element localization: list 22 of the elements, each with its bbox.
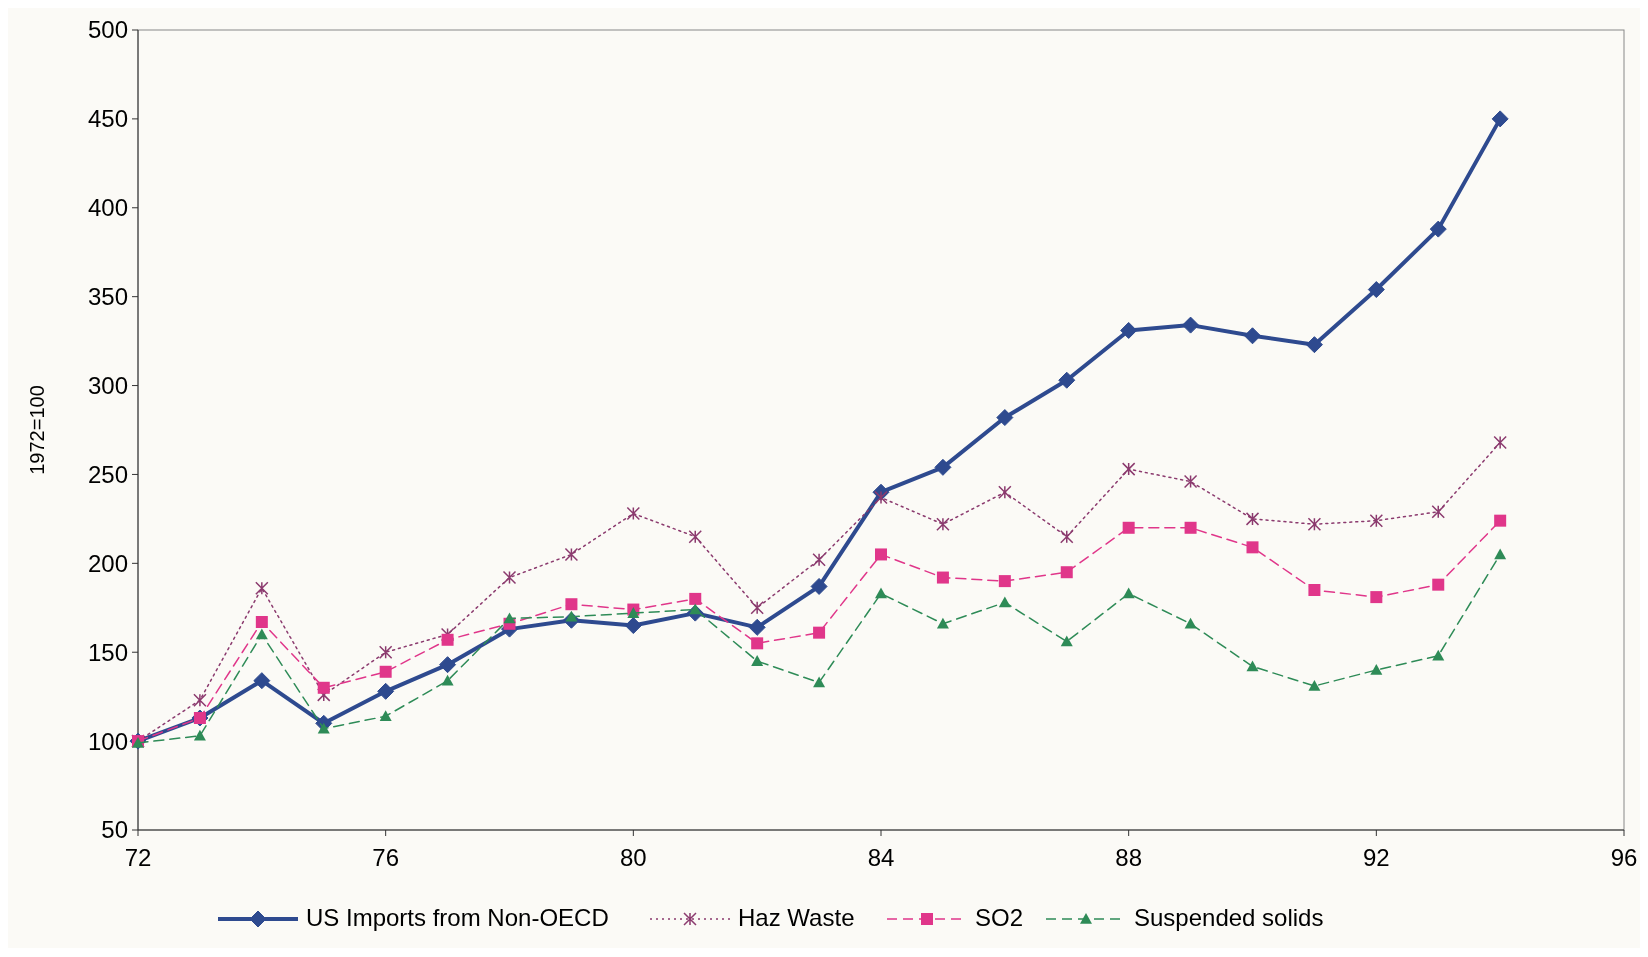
- legend-label: Haz Waste: [738, 904, 855, 931]
- x-tick-label: 72: [124, 844, 152, 871]
- y-tick-label: 500: [87, 16, 128, 44]
- legend-label: US Imports from Non-OECD: [306, 904, 609, 931]
- y-tick-label: 250: [87, 460, 128, 488]
- y-tick-label: 350: [87, 283, 128, 311]
- y-tick-label: 300: [87, 371, 128, 399]
- y-tick-label: 150: [87, 638, 128, 666]
- y-tick-label: 450: [87, 105, 128, 133]
- y-tick-label: 200: [87, 549, 128, 577]
- x-tick-label: 88: [1115, 844, 1143, 871]
- x-tick-label: 96: [1610, 844, 1638, 871]
- legend-label: Suspended solids: [1134, 904, 1324, 931]
- y-axis-title: 1972=100: [26, 385, 48, 475]
- y-tick-label: 50: [101, 816, 128, 844]
- x-tick-label: 80: [619, 844, 647, 871]
- x-tick-label: 92: [1362, 844, 1390, 871]
- x-tick-label: 84: [867, 844, 895, 871]
- y-tick-label: 100: [87, 727, 128, 755]
- y-tick-label: 400: [87, 194, 128, 222]
- x-tick-label: 76: [372, 844, 400, 871]
- legend-label: SO2: [975, 904, 1024, 931]
